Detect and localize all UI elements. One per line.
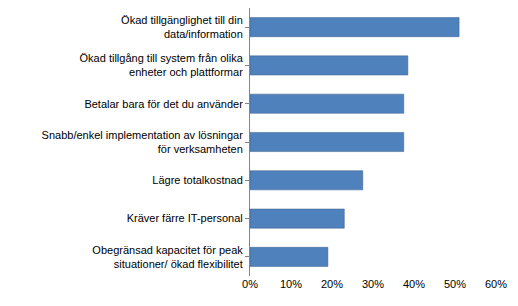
svg-text:30%: 30% [362, 278, 384, 290]
svg-text:Ökad tillgänglighet till dinda: Ökad tillgänglighet till dindata/informa… [121, 14, 243, 40]
svg-text:50%: 50% [444, 278, 466, 290]
svg-text:10%: 10% [280, 278, 302, 290]
svg-text:0%: 0% [242, 278, 258, 290]
svg-text:60%: 60% [485, 278, 507, 290]
svg-text:20%: 20% [321, 278, 343, 290]
svg-text:Snabb/enkel implementation av: Snabb/enkel implementation av lösningarf… [42, 129, 244, 155]
svg-text:Ökad tillgång till system från: Ökad tillgång till system från olikaenhe… [80, 52, 244, 78]
svg-text:Lägre totalkostnad: Lägre totalkostnad [152, 174, 243, 186]
svg-text:Betalar bara för det du använd: Betalar bara för det du använder [84, 98, 243, 110]
svg-text:40%: 40% [403, 278, 425, 290]
svg-text:Obegränsad kapacitet för peaks: Obegränsad kapacitet för peaksituationer… [92, 244, 243, 270]
svg-text:Kräver färre IT-personal: Kräver färre IT-personal [127, 212, 243, 224]
